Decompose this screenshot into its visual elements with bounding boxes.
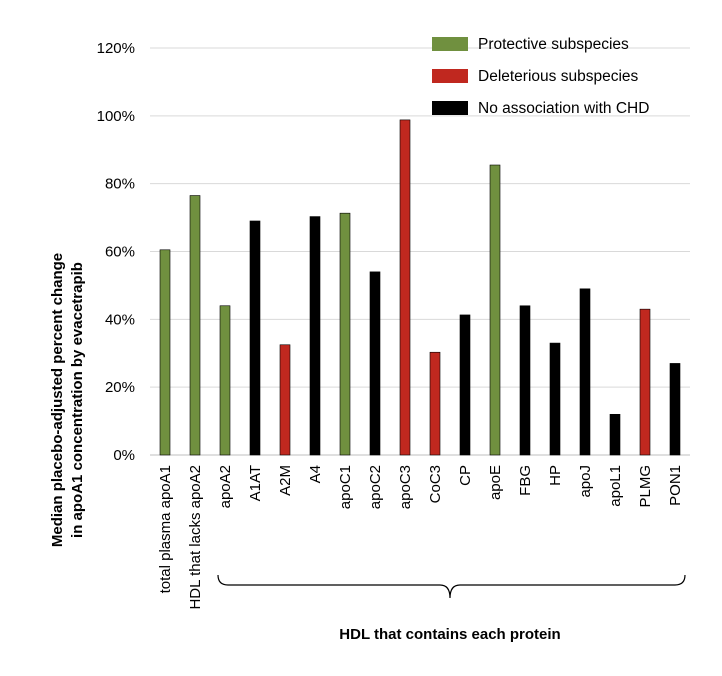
y-axis-ticks: 0% 20% 40% 60% 80% 100% 120% [97,40,135,464]
x-tick-label: apoC2 [367,465,384,509]
bar-cp [459,314,471,456]
gridlines [150,47,690,456]
legend-swatch-deleterious [432,69,468,83]
bar-apoa2 [219,305,231,456]
x-axis-labels: total plasma apoA1 HDL that lacks apoA2 ap… [157,465,684,610]
x-tick-label: FBG [517,465,534,496]
y-tick-label: 100% [97,108,135,125]
bar-a4 [309,216,321,456]
legend: Protective subspecies Deleterious subspec… [432,36,649,117]
x-tick-label: A4 [307,465,324,483]
legend-label-deleterious: Deleterious subspecies [478,68,639,85]
y-axis-label: Median placebo-adjusted percent change i… [49,253,86,547]
bar-a1at [249,220,261,456]
x-tick-label: PLMG [637,465,654,508]
x-tick-label: HP [547,465,564,486]
y-tick-label: 20% [105,379,135,396]
bar-pon1 [669,363,681,456]
bar-hp [549,342,561,456]
bar-coc3 [429,351,441,456]
y-tick-label: 60% [105,244,135,261]
x-tick-label: apoC1 [337,465,354,509]
bar-a2m [279,344,291,456]
x-tick-label: HDL that lacks apoA2 [187,465,204,610]
legend-swatch-protective [432,37,468,51]
x-tick-label: apoL1 [607,465,624,507]
legend-label-protective: Protective subspecies [478,36,629,53]
legend-label-none: No association with CHD [478,100,649,117]
bars [159,119,681,456]
x-tick-label: total plasma apoA1 [157,465,174,593]
y-tick-label: 40% [105,311,135,328]
bar-apoc3 [399,119,411,456]
y-tick-label: 0% [113,447,135,464]
x-tick-label: A1AT [247,465,264,501]
bar-apoe [489,164,501,456]
bar-apoc2 [369,271,381,456]
bar-plmg [639,308,651,456]
y-axis-label-line2: in apoA1 concentration by evacetrapib [69,262,86,538]
x-tick-label: CP [457,465,474,486]
bar-apol1 [609,413,621,456]
category-brace: HDL that contains each protein [217,574,686,643]
bar-hdl-that-lacks-apoa2 [189,195,201,456]
bar-apoj [579,288,591,456]
y-tick-label: 80% [105,176,135,193]
brace-label: HDL that contains each protein [339,626,560,643]
x-tick-label: apoJ [577,465,594,498]
y-axis-label-line1: Median placebo-adjusted percent change [49,253,66,547]
x-tick-label: apoC3 [397,465,414,509]
x-tick-label: apoA2 [217,465,234,508]
x-tick-label: PON1 [667,465,684,506]
brace-shape [217,574,686,599]
x-tick-label: CoC3 [427,465,444,503]
bar-fbg [519,305,531,456]
bar-apoc1 [339,212,351,456]
y-tick-label: 120% [97,40,135,57]
bar-total-plasma-apoa1 [159,249,171,456]
legend-swatch-none [432,101,468,115]
x-tick-label: apoE [487,465,504,500]
x-tick-label: A2M [277,465,294,496]
